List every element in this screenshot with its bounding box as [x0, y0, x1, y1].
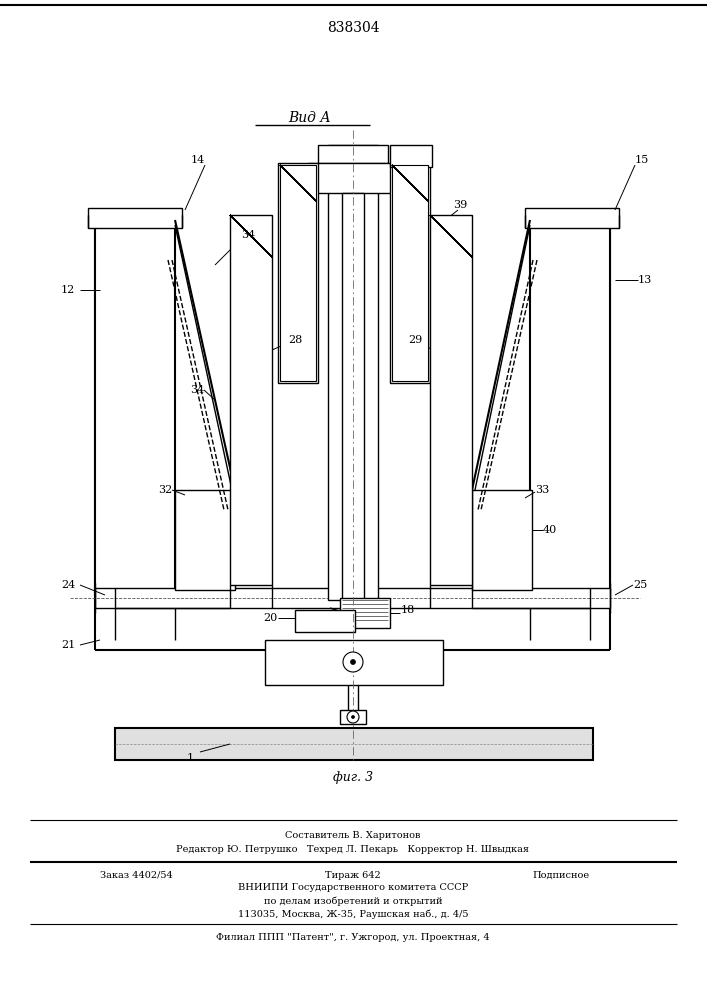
- Text: 12: 12: [61, 285, 75, 295]
- Circle shape: [347, 711, 359, 723]
- Polygon shape: [230, 215, 272, 585]
- Polygon shape: [340, 710, 366, 724]
- Polygon shape: [95, 588, 610, 608]
- Text: 24: 24: [61, 580, 75, 590]
- Text: Подписное: Подписное: [533, 870, 590, 880]
- Polygon shape: [430, 215, 472, 585]
- Circle shape: [343, 652, 363, 672]
- Text: Филиал ППП "Патент", г. Ужгород, ул. Проектная, 4: Филиал ППП "Патент", г. Ужгород, ул. Про…: [216, 932, 490, 942]
- Polygon shape: [295, 610, 355, 632]
- Text: Заказ 4402/54: Заказ 4402/54: [100, 870, 173, 880]
- Polygon shape: [390, 163, 430, 383]
- Text: 39: 39: [453, 200, 467, 210]
- Polygon shape: [278, 163, 318, 383]
- Text: Тираж 642: Тираж 642: [325, 870, 381, 880]
- Text: Составитель В. Харитонов: Составитель В. Харитонов: [286, 830, 421, 840]
- Text: 838304: 838304: [327, 21, 380, 35]
- Text: 21: 21: [61, 640, 75, 650]
- Text: 15: 15: [635, 155, 649, 165]
- Polygon shape: [88, 208, 182, 228]
- Text: по делам изобретений и открытий: по делам изобретений и открытий: [264, 896, 443, 906]
- Text: ВНИИПИ Государственного комитета СССР: ВНИИПИ Государственного комитета СССР: [238, 884, 468, 892]
- Circle shape: [351, 660, 356, 664]
- Text: 34: 34: [190, 385, 204, 395]
- Circle shape: [351, 716, 354, 718]
- Polygon shape: [342, 193, 364, 603]
- Polygon shape: [280, 165, 316, 381]
- Polygon shape: [95, 215, 175, 595]
- Text: 113035, Москва, Ж-35, Раушская наб., д. 4/5: 113035, Москва, Ж-35, Раушская наб., д. …: [238, 909, 468, 919]
- Text: 25: 25: [633, 580, 647, 590]
- Polygon shape: [525, 208, 619, 228]
- Polygon shape: [115, 728, 593, 760]
- Text: 34: 34: [241, 230, 255, 240]
- Polygon shape: [265, 640, 443, 685]
- Text: 29: 29: [408, 335, 422, 345]
- Polygon shape: [530, 215, 610, 595]
- Polygon shape: [318, 145, 388, 163]
- Polygon shape: [340, 598, 390, 628]
- Polygon shape: [175, 490, 235, 590]
- Text: 33: 33: [535, 485, 549, 495]
- Text: Редактор Ю. Петрушко   Техред Л. Пекарь   Корректор Н. Швыдкая: Редактор Ю. Петрушко Техред Л. Пекарь Ко…: [177, 846, 530, 854]
- Text: 18: 18: [401, 605, 415, 615]
- Text: 14: 14: [191, 155, 205, 165]
- Polygon shape: [472, 490, 532, 590]
- Polygon shape: [308, 163, 398, 193]
- Text: 1: 1: [187, 753, 194, 763]
- Text: 32: 32: [158, 485, 172, 495]
- Text: Вид А: Вид А: [288, 111, 332, 125]
- Polygon shape: [280, 165, 316, 381]
- Polygon shape: [230, 215, 272, 585]
- Text: 28: 28: [288, 335, 302, 345]
- Text: фиг. 3: фиг. 3: [333, 772, 373, 784]
- Polygon shape: [392, 165, 428, 381]
- Text: 13: 13: [638, 275, 652, 285]
- Polygon shape: [392, 165, 428, 381]
- Polygon shape: [390, 145, 432, 167]
- Text: 40: 40: [543, 525, 557, 535]
- Polygon shape: [430, 215, 472, 585]
- Text: 20: 20: [263, 613, 277, 623]
- Polygon shape: [328, 145, 378, 600]
